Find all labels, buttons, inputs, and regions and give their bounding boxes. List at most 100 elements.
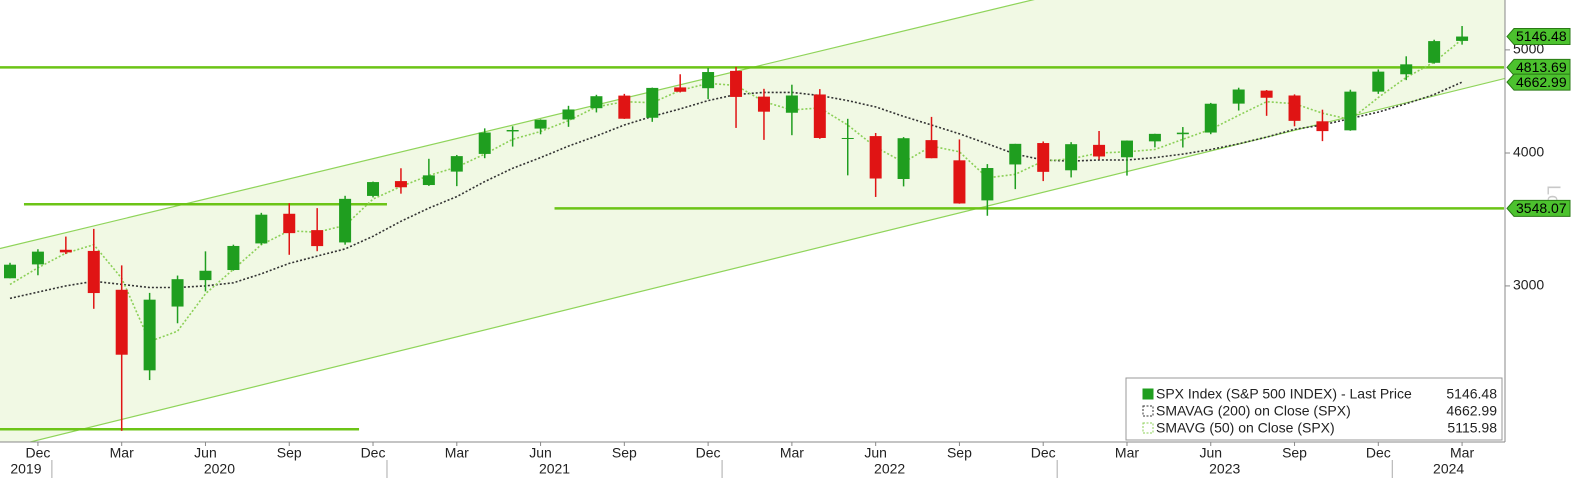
candle-body [1456, 36, 1469, 41]
candle-body [1093, 144, 1106, 157]
price-tag [1506, 73, 1571, 91]
x-tick-label: Mar [1115, 445, 1139, 461]
legend: SPX Index (S&P 500 INDEX) - Last Price 51… [1125, 377, 1503, 441]
candle-body [311, 230, 324, 247]
candle-body [1428, 41, 1441, 63]
legend-value: 4662.99 [1446, 403, 1497, 419]
candle-body [869, 136, 882, 179]
candle-body [1316, 121, 1329, 132]
x-tick-label: Dec [25, 445, 50, 461]
candle-body [953, 160, 966, 204]
candle-body [1037, 143, 1050, 172]
candle-body [199, 270, 212, 281]
candle-body [255, 214, 268, 244]
candle-body [1148, 133, 1161, 142]
candle-body [618, 95, 631, 119]
year-label: 2021 [539, 461, 570, 477]
x-tick-label: Dec [1031, 445, 1056, 461]
legend-value: 5146.48 [1446, 386, 1497, 402]
candle-body [87, 250, 100, 294]
candle-body [1372, 71, 1385, 92]
x-tick-label: Jun [529, 445, 552, 461]
candle-body [813, 94, 826, 138]
x-tick-label: Jun [194, 445, 217, 461]
candle-body [1344, 91, 1357, 131]
year-label: 2019 [10, 461, 41, 477]
candle-body [1400, 64, 1413, 75]
price-tag-label: 4662.99 [1516, 74, 1567, 90]
legend-swatch [1142, 422, 1154, 434]
legend-label: SMAVAG (200) on Close (SPX) [1156, 403, 1351, 419]
y-tick-label: 3000 [1513, 277, 1544, 293]
candle-body [757, 96, 770, 112]
x-tick-label: Jun [864, 445, 887, 461]
candle-body [785, 95, 798, 113]
price-tag [1506, 28, 1571, 46]
plot-area [0, 0, 1505, 442]
candle-body [115, 289, 128, 355]
x-tick-label: Mar [1450, 445, 1474, 461]
legend-box [1125, 377, 1503, 441]
year-label: 2022 [874, 461, 905, 477]
candle-body [171, 279, 184, 307]
y-tick-label: 4000 [1513, 144, 1544, 160]
candle-body [339, 198, 352, 243]
x-tick-label: Sep [612, 445, 637, 461]
candle-body [506, 130, 519, 132]
candle-body [562, 109, 575, 120]
candle-body [674, 87, 687, 92]
legend-value: 5115.98 [1447, 420, 1497, 436]
legend-label: SMAVG (50) on Close (SPX) [1156, 420, 1335, 436]
price-tag [1506, 58, 1571, 76]
candle-body [1288, 95, 1301, 121]
legend-swatch [1142, 405, 1154, 417]
candle-body [227, 245, 240, 271]
candle-body [450, 156, 463, 172]
price-tag-label: 3548.07 [1516, 200, 1567, 216]
candle-body [1009, 143, 1022, 165]
candle-body [730, 70, 743, 97]
x-tick-label: Mar [780, 445, 804, 461]
x-tick-label: Dec [1366, 445, 1391, 461]
year-label: 2023 [1209, 461, 1240, 477]
x-tick-label: Sep [277, 445, 302, 461]
candle-body [59, 249, 72, 253]
candle-body [841, 137, 854, 139]
legend-label: SPX Index (S&P 500 INDEX) - Last Price [1156, 386, 1412, 402]
candle-body [1176, 132, 1189, 135]
year-label: 2020 [204, 461, 235, 477]
candle-body [1065, 144, 1078, 171]
candle-body [646, 87, 659, 118]
x-tick-label: Mar [445, 445, 469, 461]
candle-body [925, 140, 938, 159]
x-tick-label: Sep [947, 445, 972, 461]
candle-body [422, 175, 435, 186]
candle-body [1232, 89, 1245, 104]
candle-body [590, 96, 603, 109]
candle-body [4, 264, 16, 279]
candle-body [394, 181, 407, 188]
candle-body [1120, 140, 1133, 158]
candle-body [1204, 103, 1217, 133]
candle-body [702, 72, 715, 89]
year-label: 2024 [1433, 461, 1464, 477]
candle-body [897, 138, 910, 180]
x-tick-label: Sep [1282, 445, 1307, 461]
price-tag-label: 5146.48 [1516, 28, 1567, 44]
x-tick-label: Jun [1199, 445, 1222, 461]
price-tag-label: 4813.69 [1516, 59, 1567, 75]
channel-fill [0, 0, 1505, 442]
candle-body [478, 132, 491, 154]
legend-swatch [1142, 388, 1154, 400]
candle-body [367, 182, 380, 196]
candle-body [31, 251, 44, 265]
price-tag [1506, 199, 1571, 217]
x-tick-label: Dec [696, 445, 721, 461]
x-tick-label: Dec [361, 445, 386, 461]
x-tick-label: Mar [110, 445, 134, 461]
candle-body [283, 213, 296, 234]
candle-body [143, 299, 156, 371]
candle-body [981, 168, 994, 201]
